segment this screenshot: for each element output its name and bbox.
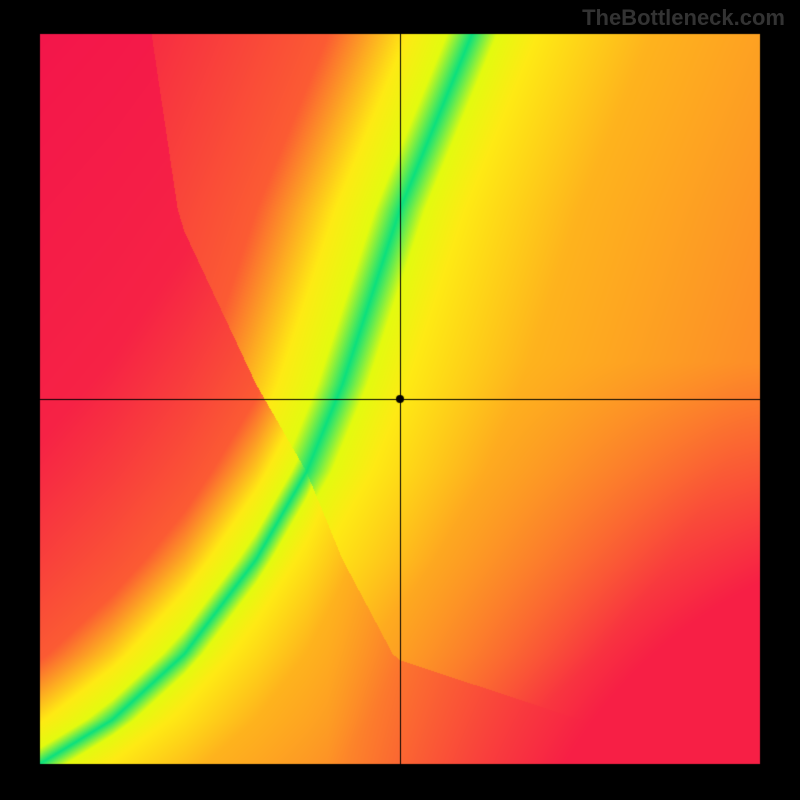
chart-container: TheBottleneck.com [0, 0, 800, 800]
watermark-text: TheBottleneck.com [582, 5, 785, 31]
heatmap-canvas [0, 0, 800, 800]
